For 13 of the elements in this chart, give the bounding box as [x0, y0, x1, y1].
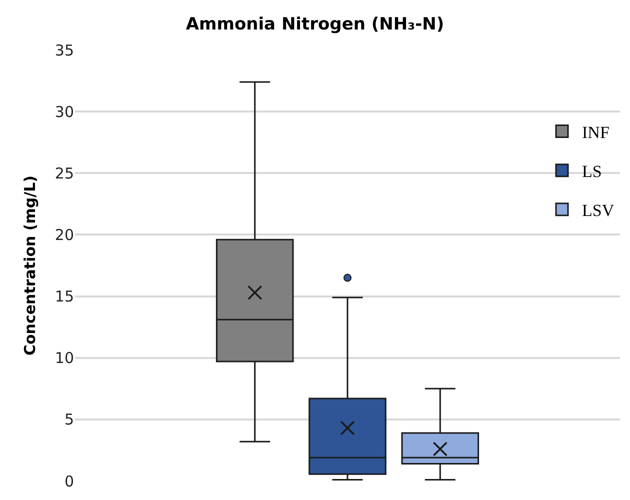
y-tick-label: 15: [54, 288, 74, 306]
legend-label: LS: [582, 162, 602, 181]
y-tick-label: 25: [54, 164, 74, 182]
legend-label: LSV: [582, 201, 615, 220]
y-axis-title: Concentration (mg/L): [21, 175, 40, 356]
chart-title: Ammonia Nitrogen (NH₃-N): [186, 14, 444, 34]
y-tick-label: 10: [54, 349, 74, 368]
y-tick-label: 5: [64, 410, 74, 429]
y-tick-label: 0: [64, 472, 74, 490]
y-tick-label: 20: [54, 226, 74, 244]
legend-label: INF: [582, 122, 610, 142]
y-tick-label: 35: [54, 41, 74, 60]
y-tick-label: 30: [54, 102, 74, 121]
